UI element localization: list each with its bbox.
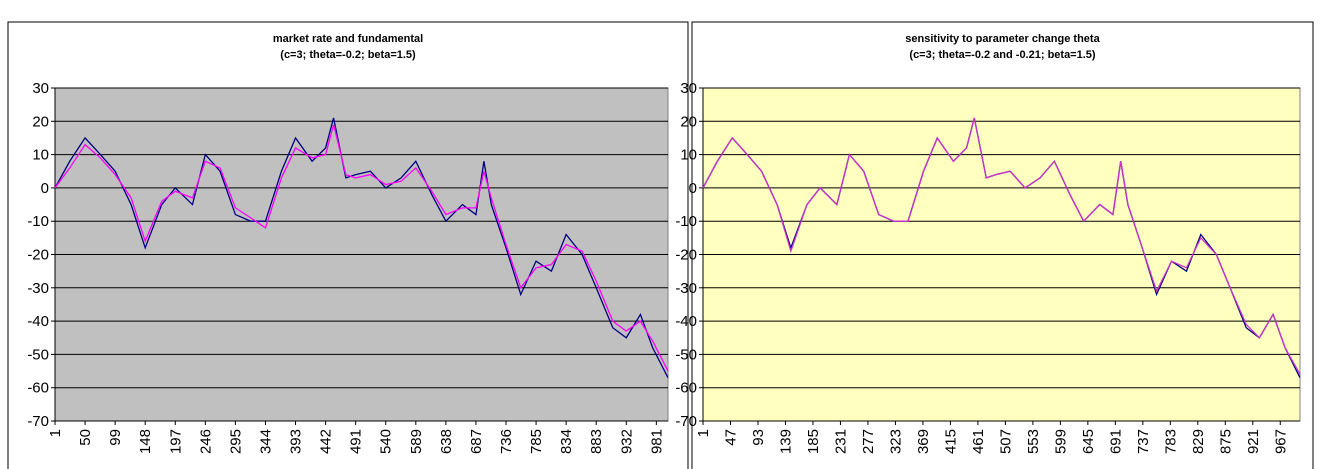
- x-tick-label: 967: [1272, 429, 1289, 454]
- x-tick-label: 829: [1190, 429, 1207, 454]
- y-tick-label: -50: [27, 346, 49, 363]
- y-tick-label: -30: [27, 280, 49, 297]
- y-tick-label: 0: [41, 180, 49, 197]
- x-tick-label: 277: [860, 429, 877, 454]
- y-tick-label: -60: [27, 380, 49, 397]
- x-tick-label: 540: [378, 429, 395, 454]
- x-tick-label: 47: [722, 429, 739, 446]
- y-tick-label: 20: [32, 113, 49, 130]
- x-tick-label: 687: [468, 429, 485, 454]
- x-tick-label: 785: [528, 429, 545, 454]
- x-tick-label: 645: [1080, 429, 1097, 454]
- x-tick-label: 99: [107, 429, 124, 446]
- x-tick-label: 139: [777, 429, 794, 454]
- y-tick-label: 30: [32, 80, 49, 97]
- x-tick-label: 246: [197, 429, 214, 454]
- y-tick-label: -10: [675, 213, 697, 230]
- x-tick-label: 883: [588, 429, 605, 454]
- x-tick-label: 231: [832, 429, 849, 454]
- x-tick-label: 393: [288, 429, 305, 454]
- x-tick-label: 323: [887, 429, 904, 454]
- x-tick-label: 638: [438, 429, 455, 454]
- x-tick-label: 507: [997, 429, 1014, 454]
- x-tick-label: 295: [227, 429, 244, 454]
- x-tick-label: 415: [942, 429, 959, 454]
- y-tick-label: 20: [680, 113, 697, 130]
- x-tick-label: 442: [318, 429, 335, 454]
- x-tick-label: 93: [750, 429, 767, 446]
- y-tick-label: 30: [680, 80, 697, 97]
- x-tick-label: 981: [648, 429, 665, 454]
- x-tick-label: 491: [348, 429, 365, 454]
- x-tick-label: 148: [137, 429, 154, 454]
- x-tick-label: 344: [257, 429, 274, 454]
- series-line: [702, 117, 1301, 375]
- x-tick-label: 461: [970, 429, 987, 454]
- x-tick-label: 185: [805, 429, 822, 454]
- y-tick-label: -60: [675, 380, 697, 397]
- y-tick-label: -10: [27, 213, 49, 230]
- x-tick-label: 369: [915, 429, 932, 454]
- x-tick-label: 599: [1052, 429, 1069, 454]
- y-tick-label: -70: [27, 413, 49, 430]
- x-tick-label: 736: [498, 429, 515, 454]
- chart-title: sensitivity to parameter change theta: [905, 33, 1100, 45]
- x-tick-label: 834: [558, 429, 575, 454]
- x-tick-label: 553: [1025, 429, 1042, 454]
- series-line: [54, 117, 669, 379]
- chart-subtitle: (c=3; theta=-0.2; beta=1.5): [280, 49, 416, 61]
- x-tick-label: 589: [408, 429, 425, 454]
- y-tick-label: -40: [27, 313, 49, 330]
- x-tick-label: 197: [167, 429, 184, 454]
- y-tick-label: -30: [675, 280, 697, 297]
- y-tick-label: -20: [675, 247, 697, 264]
- x-tick-label: 737: [1135, 429, 1152, 454]
- x-tick-label: 1: [695, 429, 712, 437]
- x-tick-label: 875: [1217, 429, 1234, 454]
- x-tick-label: 50: [77, 429, 94, 446]
- x-tick-label: 932: [618, 429, 635, 454]
- chart-subtitle: (c=3; theta=-0.2 and -0.21; beta=1.5): [909, 49, 1095, 61]
- y-tick-label: -50: [675, 346, 697, 363]
- series-line: [54, 124, 669, 372]
- y-tick-label: 0: [689, 180, 697, 197]
- chart-title: market rate and fundamental: [273, 33, 423, 45]
- x-tick-label: 921: [1245, 429, 1262, 454]
- y-tick-label: -70: [675, 413, 697, 430]
- y-tick-label: 10: [680, 147, 697, 164]
- y-tick-label: 10: [32, 147, 49, 164]
- x-tick-label: 691: [1107, 429, 1124, 454]
- y-tick-label: -20: [27, 247, 49, 264]
- y-tick-label: -40: [675, 313, 697, 330]
- x-tick-label: 783: [1162, 429, 1179, 454]
- x-tick-label: 1: [47, 429, 64, 437]
